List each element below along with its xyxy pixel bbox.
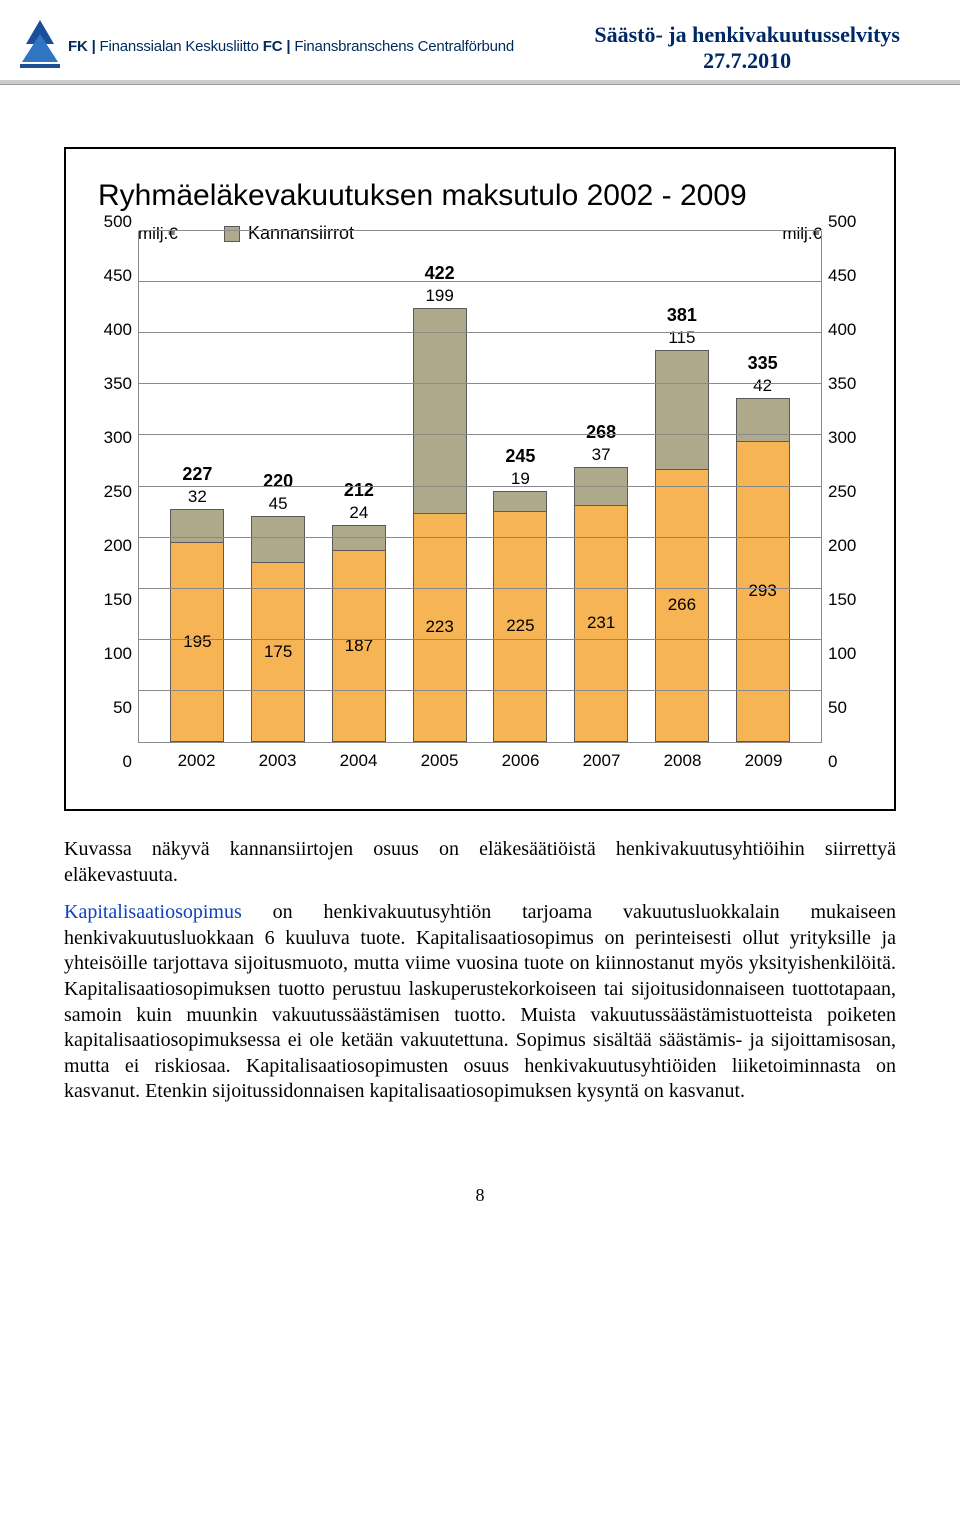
page-header: FK | Finanssialan Keskusliitto FC | Fina… — [0, 0, 960, 74]
bar-segment-base: 225 — [493, 511, 547, 742]
x-tick: 2008 — [647, 751, 719, 771]
bar-column: 33542293 — [727, 231, 799, 742]
paragraph-2: Kapitalisaatiosopimus on henkivakuutusyh… — [64, 900, 896, 1105]
kapitalisaatiosopimus-link[interactable]: Kapitalisaatiosopimus — [64, 901, 242, 923]
y-axis-left: 500450400350300250200150100500 — [94, 231, 138, 771]
y-tick: 300 — [828, 428, 856, 447]
bar-total-label: 245 — [505, 446, 535, 467]
org-block: FK | Finanssialan Keskusliitto FC | Fina… — [18, 18, 514, 74]
y-tick: 250 — [828, 482, 856, 501]
bar-total-label: 227 — [182, 464, 212, 485]
x-tick: 2006 — [485, 751, 557, 771]
y-tick: 100 — [104, 644, 132, 663]
bar-segment-base: 175 — [251, 562, 305, 742]
bar-total-label: 381 — [667, 305, 697, 326]
org-name-right: Finansbranschens Centralförbund — [294, 38, 514, 55]
y-tick: 350 — [104, 374, 132, 393]
doc-title-block: Säästö- ja henkivakuutusselvitys 27.7.20… — [594, 22, 900, 74]
y-tick: 450 — [104, 266, 132, 285]
y-axis-right: 500450400350300250200150100500 — [822, 231, 866, 771]
bar-segment-transfers — [413, 308, 467, 513]
paragraph-2-rest: on henkivakuutusyhtiön tarjoama vakuutus… — [64, 901, 896, 1102]
y-tick: 500 — [828, 212, 856, 231]
bar-segment-transfers — [251, 516, 305, 562]
chart-title: Ryhmäeläkevakuutuksen maksutulo 2002 - 2… — [98, 179, 866, 213]
doc-date: 27.7.2010 — [594, 48, 900, 74]
x-tick: 2009 — [728, 751, 800, 771]
bar-segment-base: 187 — [332, 550, 386, 742]
chart-bars: 2273219522045175212241874221992232451922… — [139, 231, 821, 742]
y-tick: 150 — [104, 590, 132, 609]
y-tick: 50 — [828, 698, 847, 717]
bar-column: 22732 195 — [161, 231, 233, 742]
y-tick: 150 — [828, 590, 856, 609]
bar-segment-base: 231 — [574, 505, 628, 742]
y-tick: 350 — [828, 374, 856, 393]
bar-segment-transfers — [655, 350, 709, 468]
doc-title: Säästö- ja henkivakuutusselvitys — [594, 22, 900, 48]
org-name-left: Finanssialan Keskusliitto — [100, 38, 259, 55]
bar-segment-transfers — [493, 491, 547, 511]
x-tick: 2003 — [242, 751, 314, 771]
y-tick: 0 — [123, 752, 132, 771]
y-tick: 50 — [113, 698, 132, 717]
x-tick: 2005 — [404, 751, 476, 771]
y-tick: 250 — [104, 482, 132, 501]
y-tick: 0 — [828, 752, 837, 771]
bar-transfer-label: 24 — [349, 503, 368, 523]
x-tick: 2007 — [566, 751, 638, 771]
y-tick: 300 — [104, 428, 132, 447]
y-tick: 400 — [104, 320, 132, 339]
bar-total-label: 335 — [748, 353, 778, 374]
y-tick: 200 — [828, 536, 856, 555]
x-axis: 2002 2003 2004 2005 2006 2007 2008 2009 — [138, 743, 822, 771]
body-text: Kuvassa näkyvä kannansiirtojen osuus on … — [64, 837, 896, 1105]
chart-body: 500450400350300250200150100500 milj.€ mi… — [94, 231, 866, 771]
y-tick: 450 — [828, 266, 856, 285]
y-tick: 500 — [104, 212, 132, 231]
page-number: 8 — [64, 1185, 896, 1206]
bar-column: 22045 175 — [242, 231, 314, 742]
paragraph-1: Kuvassa näkyvä kannansiirtojen osuus on … — [64, 837, 896, 888]
x-tick: 2004 — [323, 751, 395, 771]
bar-column: 422199223 — [404, 231, 476, 742]
org-abbrev-right: FC — [263, 38, 283, 55]
y-tick: 200 — [104, 536, 132, 555]
bar-transfer-label: 42 — [753, 376, 772, 396]
bar-column: 21224 187 — [323, 231, 395, 742]
x-tick: 2002 — [161, 751, 233, 771]
bar-segment-base: 266 — [655, 469, 709, 742]
chart-plot: 2273219522045175212241874221992232451922… — [138, 231, 822, 743]
bar-segment-base: 223 — [413, 513, 467, 742]
bar-column: 381115266 — [646, 231, 718, 742]
org-abbrev-left: FK — [68, 38, 88, 55]
bar-column: 26837 231 — [565, 231, 637, 742]
bar-total-label: 268 — [586, 422, 616, 443]
chart-frame: Ryhmäeläkevakuutuksen maksutulo 2002 - 2… — [64, 147, 896, 811]
logo-icon — [18, 18, 62, 74]
y-tick: 100 — [828, 644, 856, 663]
bar-total-label: 212 — [344, 480, 374, 501]
bar-transfer-label: 45 — [269, 494, 288, 514]
bar-transfer-label: 37 — [592, 445, 611, 465]
bar-segment-base: 195 — [170, 542, 224, 742]
bar-transfer-label: 32 — [188, 487, 207, 507]
bar-total-label: 220 — [263, 471, 293, 492]
bar-transfer-label: 199 — [425, 286, 453, 306]
y-tick: 400 — [828, 320, 856, 339]
bar-column: 24519225 — [484, 231, 556, 742]
